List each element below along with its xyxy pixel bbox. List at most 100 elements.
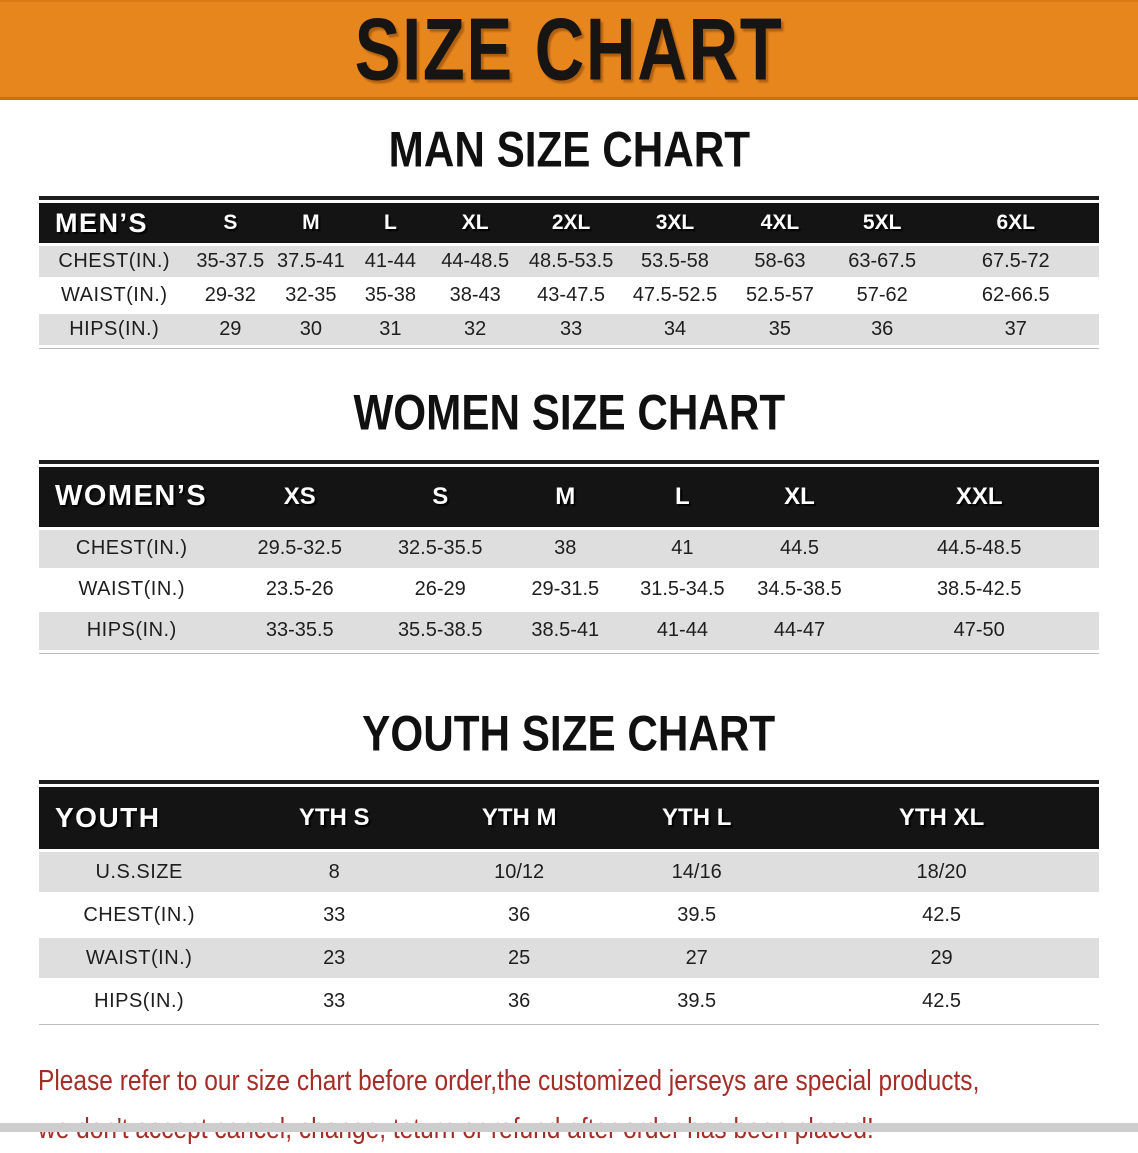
youth-waist-row: WAIST(IN.) 23 25 27 29 bbox=[39, 938, 1099, 979]
size-value-cell: 32-35 bbox=[271, 280, 351, 312]
men-table-title: MEN’S bbox=[39, 203, 190, 244]
row-label: CHEST(IN.) bbox=[39, 895, 240, 936]
size-value-cell: 63-67.5 bbox=[831, 246, 933, 278]
size-value-cell: 33 bbox=[239, 895, 430, 936]
men-column-header: 2XL bbox=[520, 203, 622, 244]
size-value-cell: 39.5 bbox=[609, 895, 785, 936]
women-column-header: L bbox=[625, 466, 740, 527]
women-section-heading: WOMEN SIZE CHART bbox=[0, 386, 1138, 442]
size-value-cell: 44.5 bbox=[739, 529, 860, 568]
row-label: HIPS(IN.) bbox=[39, 981, 240, 1022]
size-value-cell: 33 bbox=[239, 981, 430, 1022]
youth-column-header: YTH M bbox=[429, 787, 610, 850]
size-value-cell: 30 bbox=[271, 314, 351, 346]
size-value-cell: 23.5-26 bbox=[224, 570, 376, 609]
size-value-cell: 10/12 bbox=[429, 852, 610, 893]
men-column-header: 6XL bbox=[932, 203, 1099, 244]
size-value-cell: 35-38 bbox=[350, 280, 431, 312]
women-column-header: XL bbox=[739, 466, 860, 527]
size-value-cell: 38.5-41 bbox=[505, 611, 626, 650]
notice-line-1: Please refer to our size chart before or… bbox=[38, 1065, 980, 1098]
youth-header-row: YOUTH YTH S YTH M YTH L YTH XL bbox=[39, 787, 1099, 850]
women-section-heading-text: WOMEN SIZE CHART bbox=[353, 386, 785, 442]
youth-column-header: YTH L bbox=[609, 787, 785, 850]
size-value-cell: 31.5-34.5 bbox=[625, 570, 740, 609]
men-column-header: 3XL bbox=[621, 203, 728, 244]
size-value-cell: 27 bbox=[609, 938, 785, 979]
size-value-cell: 41-44 bbox=[625, 611, 740, 650]
row-label: WAIST(IN.) bbox=[39, 280, 190, 312]
youth-chest-row: CHEST(IN.) 33 36 39.5 42.5 bbox=[39, 895, 1099, 936]
youth-ussize-row: U.S.SIZE 8 10/12 14/16 18/20 bbox=[39, 852, 1099, 893]
size-value-cell: 44-47 bbox=[739, 611, 860, 650]
size-value-cell: 35-37.5 bbox=[189, 246, 272, 278]
size-value-cell: 23 bbox=[239, 938, 430, 979]
size-value-cell: 41 bbox=[625, 529, 740, 568]
size-value-cell: 48.5-53.5 bbox=[520, 246, 622, 278]
size-value-cell: 42.5 bbox=[784, 895, 1099, 936]
youth-column-header: YTH S bbox=[239, 787, 430, 850]
size-value-cell: 33 bbox=[520, 314, 622, 346]
size-value-cell: 36 bbox=[429, 895, 610, 936]
men-hips-row: HIPS(IN.) 29 30 31 32 33 34 35 36 37 bbox=[39, 314, 1099, 346]
women-column-header: XS bbox=[224, 466, 376, 527]
women-waist-row: WAIST(IN.) 23.5-26 26-29 29-31.5 31.5-34… bbox=[39, 570, 1099, 609]
row-label: CHEST(IN.) bbox=[39, 246, 190, 278]
size-value-cell: 57-62 bbox=[831, 280, 933, 312]
men-column-header: XL bbox=[430, 203, 521, 244]
size-value-cell: 25 bbox=[429, 938, 610, 979]
row-label: WAIST(IN.) bbox=[39, 570, 225, 609]
women-table-title: WOMEN’S bbox=[39, 466, 225, 527]
size-value-cell: 14/16 bbox=[609, 852, 785, 893]
youth-section-heading: YOUTH SIZE CHART bbox=[0, 706, 1138, 762]
size-value-cell: 37 bbox=[932, 314, 1099, 346]
size-value-cell: 36 bbox=[831, 314, 933, 346]
size-value-cell: 36 bbox=[429, 981, 610, 1022]
row-label: U.S.SIZE bbox=[39, 852, 240, 893]
men-chest-row: CHEST(IN.) 35-37.5 37.5-41 41-44 44-48.5… bbox=[39, 246, 1099, 278]
size-value-cell: 37.5-41 bbox=[271, 246, 351, 278]
size-value-cell: 29.5-32.5 bbox=[224, 529, 376, 568]
women-hips-row: HIPS(IN.) 33-35.5 35.5-38.5 38.5-41 41-4… bbox=[39, 611, 1099, 650]
men-column-header: 5XL bbox=[831, 203, 933, 244]
size-value-cell: 32 bbox=[430, 314, 521, 346]
men-header-row: MEN’S S M L XL 2XL 3XL 4XL 5XL 6XL bbox=[39, 203, 1099, 244]
size-value-cell: 47.5-52.5 bbox=[621, 280, 728, 312]
size-value-cell: 43-47.5 bbox=[520, 280, 622, 312]
youth-column-header: YTH XL bbox=[784, 787, 1099, 850]
size-value-cell: 29-31.5 bbox=[505, 570, 626, 609]
row-label: HIPS(IN.) bbox=[39, 611, 225, 650]
men-size-table: MEN’S S M L XL 2XL 3XL 4XL 5XL 6XL CHEST… bbox=[39, 196, 1099, 350]
size-value-cell: 35.5-38.5 bbox=[375, 611, 506, 650]
size-value-cell: 38-43 bbox=[430, 280, 521, 312]
size-value-cell: 38 bbox=[505, 529, 626, 568]
size-value-cell: 42.5 bbox=[784, 981, 1099, 1022]
size-value-cell: 34.5-38.5 bbox=[739, 570, 860, 609]
size-value-cell: 29 bbox=[189, 314, 272, 346]
size-value-cell: 34 bbox=[621, 314, 728, 346]
size-value-cell: 38.5-42.5 bbox=[859, 570, 1099, 609]
row-label: CHEST(IN.) bbox=[39, 529, 225, 568]
size-value-cell: 62-66.5 bbox=[932, 280, 1099, 312]
men-column-header: L bbox=[350, 203, 431, 244]
size-value-cell: 18/20 bbox=[784, 852, 1099, 893]
men-column-header: S bbox=[189, 203, 272, 244]
size-value-cell: 26-29 bbox=[375, 570, 506, 609]
men-section-heading: MAN SIZE CHART bbox=[0, 124, 1138, 177]
size-value-cell: 29 bbox=[784, 938, 1099, 979]
youth-hips-row: HIPS(IN.) 33 36 39.5 42.5 bbox=[39, 981, 1099, 1022]
bottom-divider bbox=[0, 1123, 1138, 1132]
size-value-cell: 8 bbox=[239, 852, 430, 893]
order-policy-notice: Please refer to our size chart before or… bbox=[38, 1057, 1138, 1153]
size-value-cell: 35 bbox=[727, 314, 832, 346]
row-label: HIPS(IN.) bbox=[39, 314, 190, 346]
size-value-cell: 52.5-57 bbox=[727, 280, 832, 312]
youth-table-title: YOUTH bbox=[39, 787, 240, 850]
size-value-cell: 39.5 bbox=[609, 981, 785, 1022]
size-value-cell: 41-44 bbox=[350, 246, 431, 278]
men-column-header: M bbox=[271, 203, 351, 244]
youth-section-heading-text: YOUTH SIZE CHART bbox=[362, 706, 776, 762]
size-value-cell: 67.5-72 bbox=[932, 246, 1099, 278]
women-column-header: XXL bbox=[859, 466, 1099, 527]
youth-size-table: YOUTH YTH S YTH M YTH L YTH XL U.S.SIZE … bbox=[39, 780, 1099, 1026]
